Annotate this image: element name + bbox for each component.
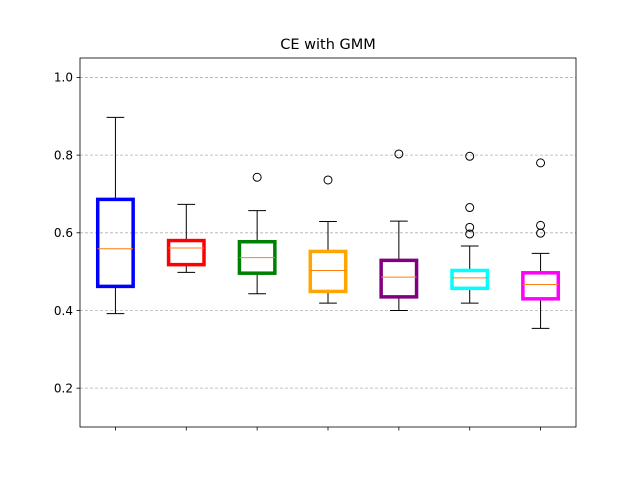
box-7 — [521, 271, 561, 301]
box-series — [95, 116, 561, 329]
y-tick-label: 1.0 — [54, 71, 73, 85]
plot-frame — [79, 57, 577, 428]
y-tick-label: 0.2 — [54, 381, 73, 395]
outlier-point — [465, 151, 475, 161]
outlier-point — [536, 220, 546, 230]
outlier-point — [536, 158, 546, 168]
box-6 — [450, 268, 490, 291]
chart-title: CE with GMM — [280, 37, 376, 53]
outlier-point — [536, 228, 546, 238]
axes: 0.2 0.4 0.6 0.8 1.0 — [54, 57, 577, 431]
y-tick-label: 0.8 — [54, 148, 73, 162]
box-4 — [308, 249, 348, 294]
y-tick-label: 0.6 — [54, 226, 73, 240]
outlier-point — [465, 229, 475, 239]
outlier-point — [394, 149, 404, 159]
y-tick-label: 0.4 — [54, 304, 73, 318]
outlier-point — [465, 222, 475, 232]
outlier-point — [323, 175, 333, 185]
outlier-point — [465, 203, 475, 213]
outlier-point — [252, 172, 262, 182]
box-5 — [379, 258, 419, 299]
box-2 — [166, 238, 206, 267]
box-1 — [95, 197, 135, 289]
